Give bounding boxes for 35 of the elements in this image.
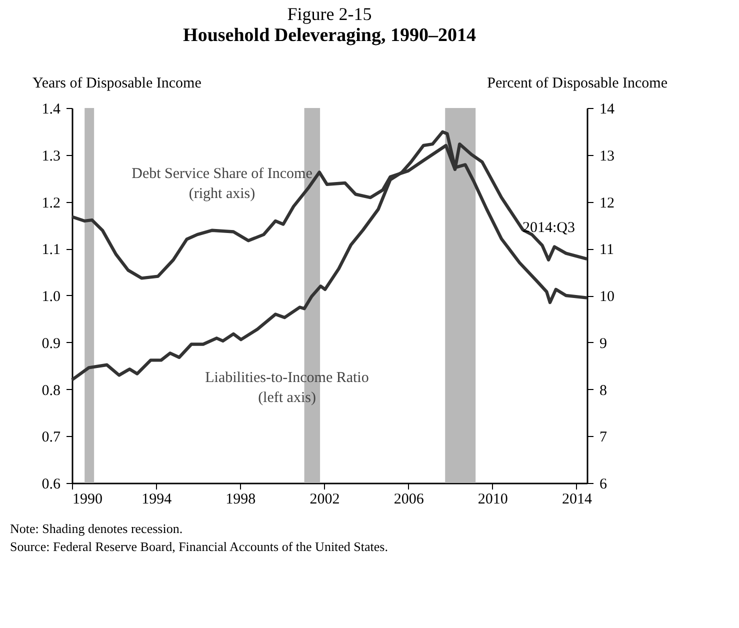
text: Note: Shading denotes recession. <box>10 521 183 536</box>
x-tick-label: 1994 <box>142 492 172 508</box>
x-tick-label: 2006 <box>394 492 424 508</box>
x-tick-label: 2010 <box>478 492 508 508</box>
y2-tick-label: 7 <box>600 430 608 446</box>
y2-tick-label: 11 <box>600 242 614 258</box>
y-tick-label: 1.4 <box>42 102 61 118</box>
y-tick-label: 0.7 <box>42 430 61 446</box>
series-label: Debt Service Share of Income (right axis) <box>132 166 313 202</box>
y2-tick-label: 6 <box>600 476 608 492</box>
y-tick-label: 1.3 <box>42 148 60 164</box>
chart-title: Figure 2-15 <box>287 4 372 24</box>
series-label: Liabilities-to-Income Ratio (left axis) <box>205 370 369 406</box>
y2-tick-label: 12 <box>600 195 614 212</box>
y-tick-label: 1.0 <box>42 289 60 305</box>
y2-tick-label: 9 <box>600 336 607 352</box>
y-tick-label: 0.9 <box>42 336 60 352</box>
y-axis-title: Years of Disposable Income <box>32 76 202 92</box>
x-tick-label: 1998 <box>226 492 256 508</box>
y2-tick-label: 13 <box>600 148 614 164</box>
y2-tick-label: 14 <box>600 102 615 118</box>
y2-tick-label: 10 <box>600 289 614 305</box>
y-tick-label: 0.6 <box>42 476 61 492</box>
x-tick-label: 1990 <box>72 492 102 508</box>
y-tick-label: 1.2 <box>42 195 60 212</box>
y2-tick-label: 8 <box>600 382 607 399</box>
line-series <box>70 130 589 382</box>
annotation: 2014:Q3 <box>522 220 575 236</box>
y-tick-label: 1.1 <box>42 242 60 258</box>
x-tick-label: 2014 <box>562 492 592 508</box>
x-tick-label: 2002 <box>310 492 340 508</box>
chart-subtitle: Household Deleveraging, 1990–2014 <box>183 25 476 46</box>
y2-axis-title: Percent of Disposable Income <box>487 76 668 92</box>
y-tick-label: 0.8 <box>42 382 60 399</box>
source-note: Source: Federal Reserve Board, Financial Accounts of the United States. <box>10 539 388 554</box>
